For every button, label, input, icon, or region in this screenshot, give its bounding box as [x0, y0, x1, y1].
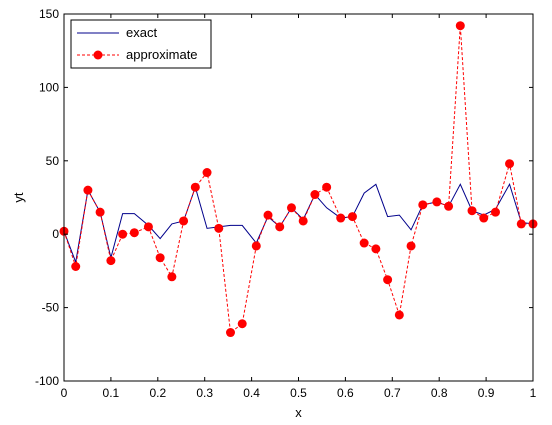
- data-point-approximate: [383, 275, 393, 285]
- data-point-approximate: [143, 222, 153, 232]
- data-point-approximate: [490, 207, 500, 217]
- data-point-approximate: [505, 159, 515, 169]
- data-point-approximate: [286, 203, 296, 213]
- data-point-approximate: [310, 190, 320, 200]
- data-point-approximate: [263, 210, 273, 220]
- data-point-approximate: [251, 241, 261, 251]
- data-point-approximate: [371, 244, 381, 254]
- data-point-approximate: [95, 207, 105, 217]
- y-tick-label: 0: [52, 227, 59, 241]
- data-point-approximate: [406, 241, 416, 251]
- data-point-approximate: [455, 21, 465, 31]
- data-point-approximate: [118, 229, 128, 239]
- x-tick-label: 0.9: [478, 386, 495, 400]
- data-point-approximate: [214, 223, 224, 233]
- data-point-approximate: [275, 222, 285, 232]
- data-point-approximate: [347, 212, 357, 222]
- y-tick-label: 100: [39, 80, 59, 94]
- data-point-approximate: [167, 272, 177, 282]
- axes-layer: 0 0.1 0.2 0.3 0.4 0.5 0.6 0.7 0.8 0.9 1 -100 -50 0 50 1…: [35, 7, 537, 400]
- data-point-approximate: [516, 219, 526, 229]
- data-point-approximate: [129, 228, 139, 238]
- data-point-approximate: [83, 185, 93, 195]
- data-point-approximate: [322, 182, 332, 192]
- legend-marker-approximate: [93, 50, 103, 60]
- plot-area: [64, 14, 533, 381]
- x-tick-label: 0.1: [103, 386, 120, 400]
- data-point-approximate: [71, 262, 81, 271]
- x-tick-label: 0.6: [337, 386, 354, 400]
- data-point-approximate: [432, 197, 442, 207]
- series-line-approximate: [63, 25, 533, 334]
- x-tick-label: 0.8: [431, 386, 448, 400]
- x-tick-label: 0.5: [290, 386, 307, 400]
- data-point-approximate: [418, 200, 428, 210]
- x-tick-label: 0.2: [149, 386, 166, 400]
- y-tick-label: -50: [42, 301, 60, 315]
- x-tick-label: 0: [61, 386, 68, 400]
- data-point-approximate: [155, 253, 165, 263]
- y-tick-label: -100: [35, 374, 59, 388]
- x-tick-label: 0.4: [243, 386, 260, 400]
- x-tick-label: 0.3: [196, 386, 213, 400]
- legend-label-approximate: approximate: [126, 47, 198, 62]
- data-point-approximate: [444, 201, 454, 211]
- data-point-approximate: [359, 238, 369, 248]
- data-point-approximate: [106, 256, 116, 266]
- data-point-approximate: [190, 182, 200, 192]
- legend-label-exact: exact: [126, 25, 157, 40]
- data-point-approximate: [202, 168, 212, 178]
- y-tick-label: 150: [39, 7, 59, 21]
- x-tick-label: 0.7: [384, 386, 401, 400]
- y-tick-label: 50: [46, 154, 60, 168]
- data-point-approximate: [226, 328, 235, 338]
- data-point-approximate: [298, 216, 308, 226]
- data-point-approximate: [336, 213, 346, 223]
- series-layer: [59, 21, 538, 338]
- legend: exact approximate: [70, 19, 212, 69]
- data-point-approximate: [479, 213, 489, 223]
- y-axis-label: yt: [11, 192, 26, 203]
- data-point-approximate: [237, 319, 247, 329]
- plot-background: [64, 14, 533, 381]
- x-axis-label: x: [295, 405, 302, 420]
- data-point-approximate: [394, 310, 404, 320]
- x-tick-label: 1: [530, 386, 537, 400]
- data-point-approximate: [179, 216, 189, 226]
- data-point-approximate: [467, 206, 477, 216]
- legend-box: [70, 19, 212, 69]
